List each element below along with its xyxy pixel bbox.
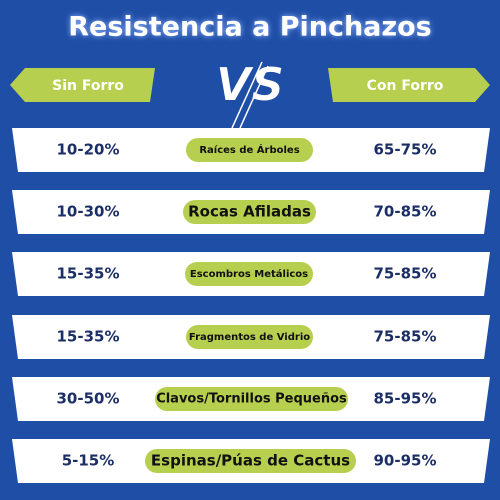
- left-value: 10-20%: [56, 141, 119, 159]
- label-pill: [183, 200, 316, 224]
- left-column-label: Sin Forro: [52, 78, 124, 94]
- row-label: Escombros Metálicos: [190, 268, 308, 280]
- label-pill: [186, 325, 313, 349]
- left-value: 15-35%: [56, 328, 119, 346]
- label-pill: [145, 449, 356, 473]
- label-pill: [185, 262, 313, 286]
- left-value: 15-35%: [56, 265, 119, 283]
- row-label: Raíces de Árboles: [199, 143, 299, 156]
- rows: 10-20% Raíces de Árboles 65-75% 10-30% Rocas…: [12, 128, 490, 483]
- right-value: 75-85%: [373, 265, 436, 283]
- right-value: 90-95%: [373, 452, 436, 470]
- row-label: Fragmentos de Vidrio: [189, 332, 310, 343]
- label-pill: [155, 387, 348, 411]
- right-value: 75-85%: [373, 328, 436, 346]
- vs-mark: VS: [216, 58, 285, 112]
- left-value: 30-50%: [56, 390, 119, 408]
- left-banner: [10, 68, 155, 102]
- row-label: Espinas/Púas de Cactus: [151, 452, 350, 470]
- right-column-label: Con Forro: [367, 78, 444, 94]
- right-value: 65-75%: [373, 141, 436, 159]
- vs-lines: [231, 61, 269, 129]
- title: Resistencia a Pinchazos: [68, 12, 432, 43]
- row-label: Clavos/Tornillos Pequeños: [156, 392, 347, 407]
- label-pill: [186, 138, 313, 162]
- right-value: 85-95%: [373, 390, 436, 408]
- left-value: 10-30%: [56, 203, 119, 221]
- row-label: Rocas Afiladas: [188, 203, 311, 221]
- right-value: 70-85%: [373, 203, 436, 221]
- left-value: 5-15%: [62, 452, 115, 470]
- right-banner: [328, 68, 490, 102]
